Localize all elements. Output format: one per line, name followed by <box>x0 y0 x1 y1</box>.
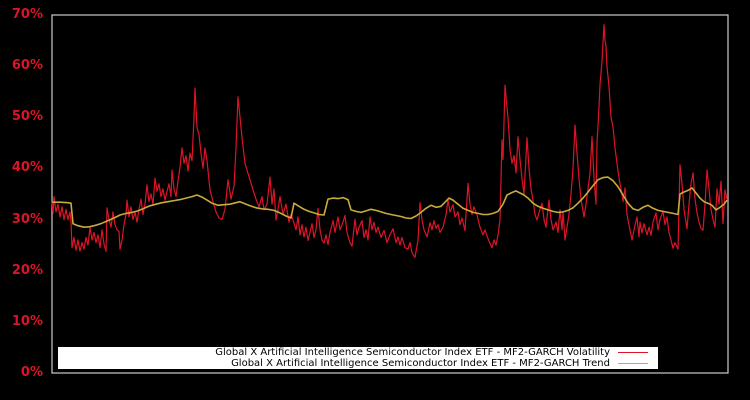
volatility-line-sample-icon <box>618 352 648 353</box>
legend-label-volatility: Global X Artificial Intelligence Semicon… <box>215 347 610 358</box>
y-tick-label-20: 20% <box>11 262 43 278</box>
legend-row-trend: Global X Artificial Intelligence Semicon… <box>58 358 658 369</box>
legend-label-trend: Global X Artificial Intelligence Semicon… <box>231 358 610 369</box>
y-tick-label-50: 50% <box>11 109 43 125</box>
trend-line <box>52 176 728 228</box>
y-tick-label-70: 70% <box>11 7 43 22</box>
y-tick-label-60: 60% <box>11 58 43 74</box>
y-tick-label-10: 10% <box>11 313 43 329</box>
legend-row-volatility: Global X Artificial Intelligence Semicon… <box>58 347 658 358</box>
plot-frame <box>51 14 729 374</box>
y-tick-label-0: 0% <box>20 365 43 380</box>
volatility-line <box>51 24 728 258</box>
y-tick-label-30: 30% <box>11 211 43 227</box>
legend: Global X Artificial Intelligence Semicon… <box>58 347 658 369</box>
trend-line-sample-icon <box>618 363 648 364</box>
y-tick-label-40: 40% <box>11 160 43 176</box>
series-lines <box>51 24 728 258</box>
